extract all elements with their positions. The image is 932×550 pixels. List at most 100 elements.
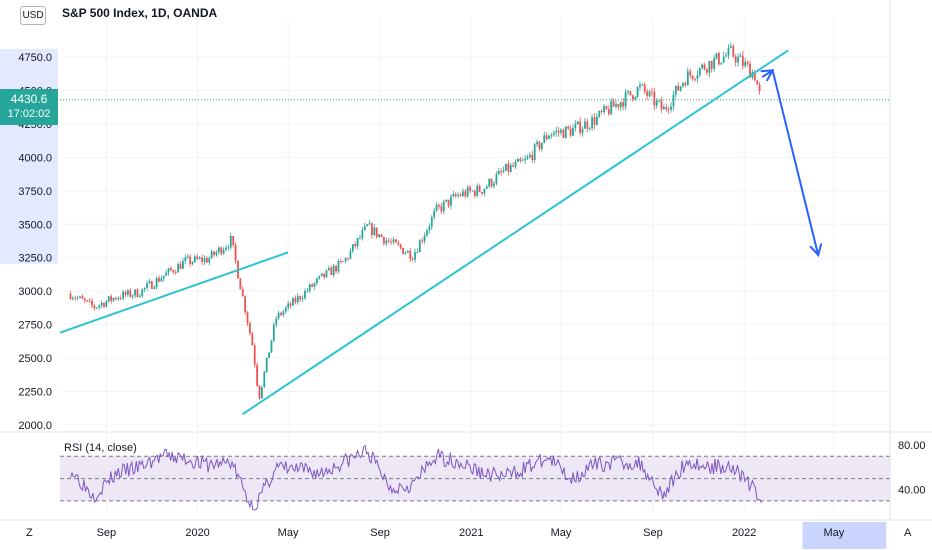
candle — [385, 237, 388, 247]
candle — [696, 70, 699, 84]
price-badge: 4430.6 17:02:02 — [0, 89, 58, 125]
currency-button[interactable]: USD — [20, 6, 46, 25]
candle — [536, 139, 538, 147]
candle — [88, 298, 91, 303]
candle — [490, 178, 493, 189]
candle — [170, 265, 172, 272]
candle — [399, 243, 402, 250]
candle — [550, 132, 553, 139]
arrow-head — [809, 243, 823, 258]
candle — [402, 247, 404, 255]
candle — [380, 233, 383, 238]
candle — [103, 302, 105, 309]
candle — [648, 89, 651, 98]
candle — [225, 245, 227, 252]
candle — [421, 237, 424, 244]
candle — [160, 275, 163, 282]
candle — [339, 258, 342, 264]
candle — [564, 125, 567, 139]
candle — [74, 295, 77, 301]
candle — [457, 191, 460, 199]
rsi-label: RSI (14, close) — [64, 442, 137, 454]
y-tick-label: 2750.0 — [18, 320, 52, 332]
y-tick-label: 3500.0 — [18, 219, 52, 231]
candle — [337, 259, 340, 274]
candle — [115, 296, 117, 301]
candle — [756, 79, 759, 85]
candle — [593, 112, 596, 130]
candle — [684, 81, 687, 88]
rsi-tick-label: 80.00 — [898, 440, 926, 452]
candle — [658, 99, 660, 104]
candle — [758, 81, 761, 95]
chart-title: S&P 500 Index, 1D, OANDA — [62, 6, 218, 20]
candle — [119, 295, 122, 300]
candle — [579, 116, 582, 136]
candle — [289, 301, 292, 309]
candle — [227, 244, 230, 251]
rsi-tick-label: 40.00 — [898, 485, 926, 497]
x-tick-label: Sep — [97, 527, 117, 539]
candle — [576, 120, 579, 126]
candle — [706, 68, 708, 76]
candle — [397, 240, 400, 247]
candle — [136, 288, 139, 298]
candle — [507, 160, 510, 176]
candle — [473, 189, 476, 199]
candle — [478, 184, 481, 193]
x-tick-label: May — [551, 527, 572, 539]
candle — [643, 82, 646, 95]
candle — [83, 297, 86, 304]
candle — [538, 140, 541, 151]
candle — [213, 250, 215, 258]
candle — [686, 67, 689, 86]
y-tick-label: 2000.0 — [18, 420, 52, 432]
candle — [184, 254, 187, 265]
candle — [662, 104, 665, 110]
candle — [232, 235, 235, 248]
candle — [308, 283, 311, 294]
candle — [265, 357, 268, 374]
price-range-highlight — [0, 49, 58, 264]
candle — [634, 95, 637, 101]
candle — [311, 283, 314, 288]
grid — [0, 18, 890, 549]
candle — [727, 44, 730, 59]
candle — [95, 306, 98, 310]
x-tick-label: 2022 — [732, 527, 756, 539]
candle — [512, 161, 515, 168]
candle — [155, 276, 158, 290]
candle — [416, 248, 419, 253]
auto-scale-button[interactable]: A — [904, 527, 912, 539]
candle — [292, 297, 294, 306]
candle — [454, 192, 457, 198]
candle — [588, 126, 591, 131]
y-tick-label: 2250.0 — [18, 387, 52, 399]
candle — [481, 191, 483, 196]
candle — [131, 294, 134, 300]
candle — [483, 188, 486, 197]
candle — [203, 255, 206, 265]
rsi-line — [70, 444, 762, 511]
candle — [655, 98, 658, 109]
candle — [258, 385, 261, 400]
candle — [639, 81, 641, 91]
candle — [500, 167, 503, 176]
candle — [411, 256, 414, 261]
candle — [598, 110, 601, 119]
candle — [713, 54, 716, 72]
candle — [746, 60, 749, 67]
candle — [567, 125, 570, 130]
candle — [519, 156, 522, 164]
candle — [423, 232, 426, 245]
x-tick-label: 2020 — [185, 527, 209, 539]
candle — [517, 157, 519, 163]
zoom-button[interactable]: Z — [26, 527, 33, 539]
candle — [581, 126, 584, 137]
candle — [600, 109, 603, 115]
candle — [76, 295, 79, 301]
candle — [715, 52, 718, 60]
candle — [641, 83, 644, 87]
